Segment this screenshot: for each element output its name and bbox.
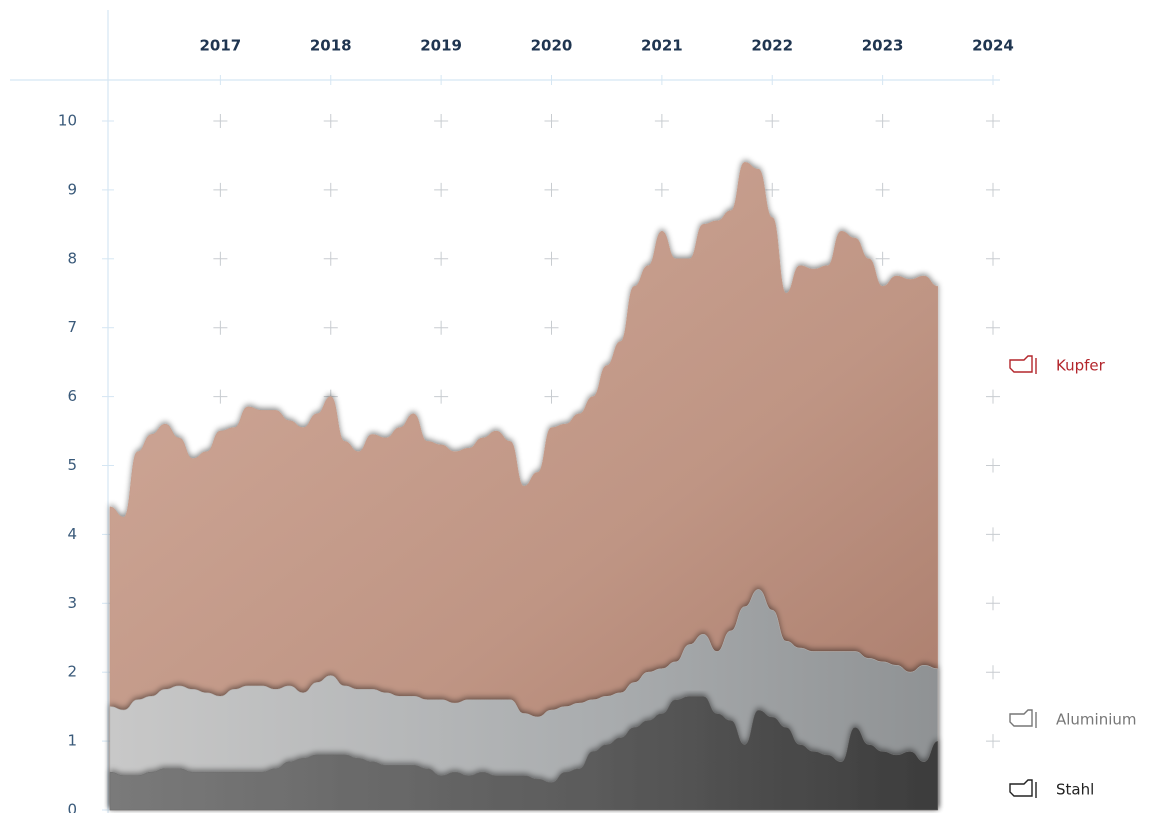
grid-cross	[323, 114, 338, 128]
grid-cross	[323, 182, 338, 197]
grid-cross	[875, 251, 890, 266]
legend-icon	[1009, 355, 1037, 374]
grid-cross	[986, 320, 1000, 335]
y-tick-label: 2	[67, 663, 77, 681]
legend-label: Aluminium	[1056, 711, 1137, 729]
grid-cross	[986, 389, 1000, 404]
grid-cross	[765, 182, 780, 197]
grid-cross	[986, 527, 1000, 542]
y-tick-label: 7	[67, 318, 77, 336]
grid-cross	[986, 458, 1000, 473]
legend-icon	[1009, 779, 1037, 798]
grid-cross	[213, 389, 228, 404]
legend-icon	[1009, 709, 1037, 728]
grid-cross	[213, 320, 228, 335]
grid-cross	[434, 389, 449, 404]
x-tick-label: 2023	[862, 37, 904, 55]
x-tick-label: 2020	[531, 37, 573, 55]
grid-cross	[434, 320, 449, 335]
legend-item: Kupfer	[1009, 355, 1106, 375]
y-tick-label: 1	[67, 732, 77, 750]
grid-cross	[986, 114, 1000, 128]
grid-cross	[544, 182, 559, 197]
legend-label: Kupfer	[1056, 357, 1106, 375]
grid-cross	[544, 320, 559, 335]
y-tick-label: 4	[67, 525, 77, 543]
legend-item: Stahl	[1009, 779, 1094, 799]
x-tick-label: 2017	[200, 37, 242, 55]
grid-cross	[544, 389, 559, 404]
grid-cross	[434, 251, 449, 266]
y-tick-label: 0	[67, 801, 77, 813]
grid-cross	[544, 251, 559, 266]
grid-cross	[654, 114, 669, 128]
legend-label: Stahl	[1056, 781, 1094, 799]
grid-cross	[875, 114, 890, 128]
grid-cross	[213, 251, 228, 266]
x-tick-label: 2019	[420, 37, 462, 55]
grid-cross	[654, 182, 669, 197]
grid-cross	[323, 320, 338, 335]
grid-cross	[213, 114, 228, 128]
grid-cross	[434, 182, 449, 197]
grid-cross	[986, 734, 1000, 749]
grid-cross	[875, 182, 890, 197]
y-tick-label: 9	[67, 180, 77, 198]
y-tick-label: 8	[67, 249, 77, 267]
grid-cross	[986, 182, 1000, 197]
y-tick-label: 5	[67, 456, 77, 474]
grid-cross	[434, 114, 449, 128]
y-tick-label: 6	[67, 387, 77, 405]
grid-cross	[986, 251, 1000, 266]
y-tick-label: 3	[67, 594, 77, 612]
x-tick-label: 2021	[641, 37, 683, 55]
grid-cross	[765, 114, 780, 128]
x-tick-label: 2022	[751, 37, 793, 55]
grid-cross	[986, 596, 1000, 611]
grid-cross	[323, 251, 338, 266]
grid-cross	[986, 665, 1000, 680]
area	[109, 696, 939, 811]
legend-item: Aluminium	[1009, 709, 1137, 729]
x-tick-label: 2024	[972, 37, 1014, 55]
y-tick-label: 10	[58, 112, 77, 130]
areas	[109, 162, 939, 811]
grid-cross	[544, 114, 559, 128]
labels: 2017 2018 2019 2020 2021 2022 2023 2024 0 1 2 3 4 5 6 7…	[58, 37, 1137, 813]
grid-cross	[213, 182, 228, 197]
x-tick-label: 2018	[310, 37, 352, 55]
